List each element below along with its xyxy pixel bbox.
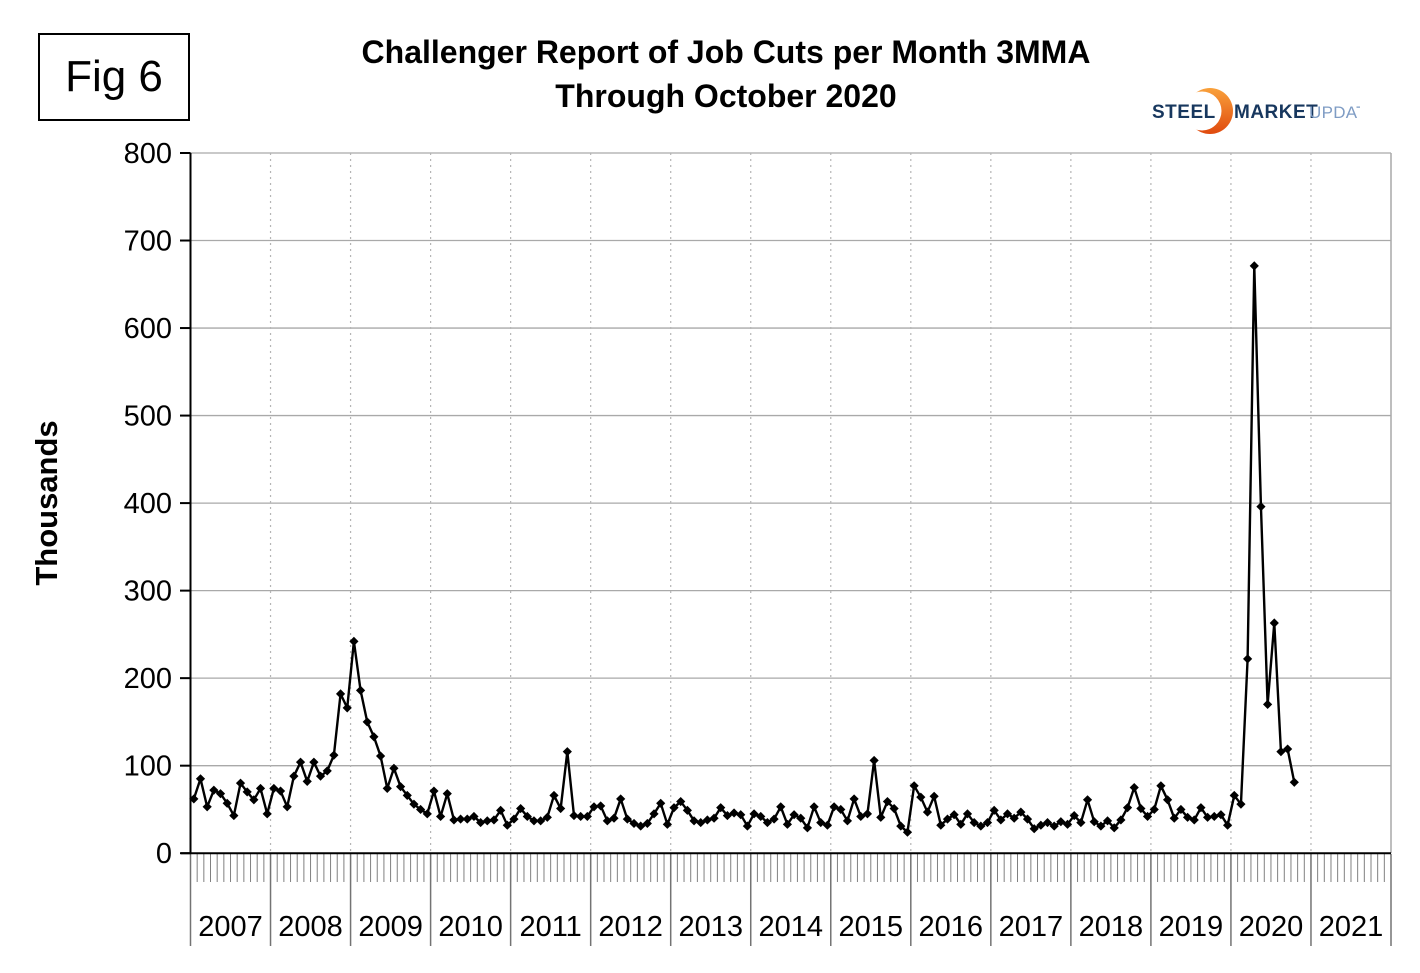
chart-title-line2: Through October 2020 bbox=[555, 78, 897, 114]
svg-text:2013: 2013 bbox=[678, 911, 743, 943]
logo-word-steel: STEEL bbox=[1152, 102, 1216, 123]
figure-label-box: Fig 6 bbox=[38, 33, 190, 121]
figure-label: Fig 6 bbox=[65, 52, 163, 101]
svg-text:400: 400 bbox=[124, 488, 172, 520]
svg-text:300: 300 bbox=[124, 576, 172, 608]
svg-text:0: 0 bbox=[156, 838, 172, 870]
svg-text:2015: 2015 bbox=[839, 911, 904, 943]
svg-text:700: 700 bbox=[124, 226, 172, 258]
chart-title-block: Challenger Report of Job Cuts per Month … bbox=[16, 30, 1420, 118]
svg-text:2007: 2007 bbox=[198, 911, 263, 943]
svg-text:2019: 2019 bbox=[1159, 911, 1224, 943]
crescent-icon bbox=[1182, 88, 1233, 134]
steel-market-update-logo: STEEL MARKET UPDATE bbox=[1150, 86, 1360, 138]
svg-text:800: 800 bbox=[124, 138, 172, 170]
chart-title-line1: Challenger Report of Job Cuts per Month … bbox=[361, 34, 1091, 70]
svg-text:2009: 2009 bbox=[358, 911, 423, 943]
svg-text:2018: 2018 bbox=[1079, 911, 1144, 943]
logo-word-update: UPDATE bbox=[1309, 103, 1360, 122]
svg-text:Thousands: Thousands bbox=[29, 420, 64, 585]
svg-text:2014: 2014 bbox=[758, 911, 823, 943]
svg-text:100: 100 bbox=[124, 751, 172, 783]
svg-text:2017: 2017 bbox=[999, 911, 1064, 943]
svg-text:2012: 2012 bbox=[598, 911, 663, 943]
logo-word-market: MARKET bbox=[1234, 102, 1318, 123]
svg-text:2016: 2016 bbox=[919, 911, 984, 943]
svg-text:2010: 2010 bbox=[438, 911, 503, 943]
svg-text:600: 600 bbox=[124, 313, 172, 345]
svg-text:2008: 2008 bbox=[278, 911, 343, 943]
svg-text:200: 200 bbox=[124, 663, 172, 695]
svg-text:500: 500 bbox=[124, 401, 172, 433]
svg-text:2021: 2021 bbox=[1319, 911, 1384, 943]
svg-text:2011: 2011 bbox=[519, 911, 581, 943]
svg-text:2020: 2020 bbox=[1239, 911, 1304, 943]
